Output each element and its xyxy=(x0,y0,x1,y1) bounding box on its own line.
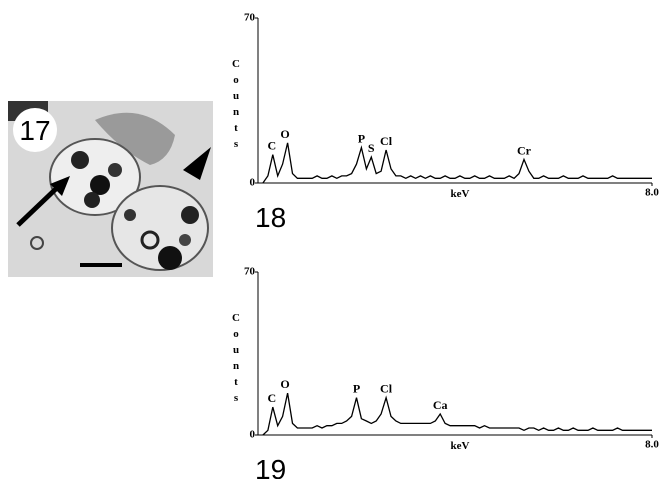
peak-label: P xyxy=(358,132,365,146)
panel-label: 18 xyxy=(255,202,286,233)
x-tick-label: 8.0 xyxy=(645,439,659,451)
x-tick-label: 8.0 xyxy=(645,187,659,199)
y-axis-label: Counts xyxy=(230,58,242,154)
y-tick-label: 0 xyxy=(250,429,256,441)
peak-label: O xyxy=(280,127,289,141)
y-tick-label: 70 xyxy=(244,12,256,24)
y-tick-label: 0 xyxy=(250,177,256,189)
micrograph: 17 xyxy=(8,101,213,277)
peak-label: P xyxy=(353,382,360,396)
x-axis-label: keV xyxy=(451,440,470,452)
peak-label: Cr xyxy=(517,143,532,157)
peak-label: Cl xyxy=(380,134,393,148)
peak-label: Cl xyxy=(380,382,393,396)
peak-label: O xyxy=(280,377,289,391)
y-tick-label: 70 xyxy=(244,266,256,278)
peak-label: S xyxy=(368,141,375,155)
spectrum-line xyxy=(262,142,652,184)
peak-label: C xyxy=(267,139,276,153)
spectrum-line xyxy=(262,392,652,436)
panel-label: 19 xyxy=(255,454,286,479)
x-axis-label: keV xyxy=(451,188,470,200)
y-axis-label: Counts xyxy=(230,312,242,408)
peak-label: Ca xyxy=(433,398,448,412)
peak-label: C xyxy=(267,391,276,405)
panel-label: 17 xyxy=(19,115,50,146)
